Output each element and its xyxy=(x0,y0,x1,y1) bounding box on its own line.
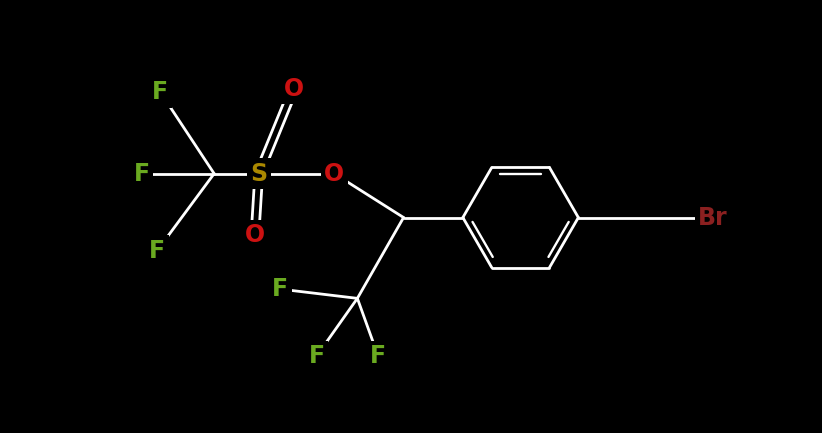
Text: O: O xyxy=(245,223,265,247)
Text: F: F xyxy=(134,162,150,186)
Text: F: F xyxy=(149,239,165,263)
Text: F: F xyxy=(272,277,289,301)
Text: F: F xyxy=(152,80,169,104)
Text: Br: Br xyxy=(699,206,728,229)
Text: F: F xyxy=(370,344,386,368)
Text: S: S xyxy=(250,162,267,186)
Text: F: F xyxy=(308,344,325,368)
Text: O: O xyxy=(284,77,303,101)
Text: O: O xyxy=(324,162,344,186)
